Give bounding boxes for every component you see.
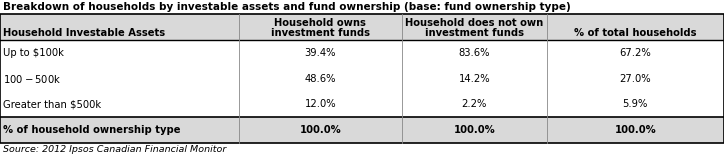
Text: $100 - $500k: $100 - $500k (3, 72, 62, 85)
Bar (0, 40, 724, 66)
Text: 67.2%: 67.2% (620, 48, 651, 58)
Bar (0, 66, 724, 91)
Text: 83.6%: 83.6% (458, 48, 490, 58)
Bar (0, 91, 724, 117)
Text: 2.2%: 2.2% (461, 99, 487, 109)
Text: Greater than $500k: Greater than $500k (3, 99, 101, 109)
Text: 27.0%: 27.0% (620, 74, 651, 84)
Text: Household owns: Household owns (274, 18, 366, 28)
Text: Up to $100k: Up to $100k (3, 48, 64, 58)
Text: % of total households: % of total households (574, 28, 696, 38)
Text: Breakdown of households by investable assets and fund ownership (base: fund owne: Breakdown of households by investable as… (3, 2, 571, 12)
Bar (0, 14, 724, 143)
Bar (0, 14, 724, 40)
Text: investment funds: investment funds (271, 28, 370, 38)
Text: Source: 2012 Ipsos Canadian Financial Monitor: Source: 2012 Ipsos Canadian Financial Mo… (3, 145, 226, 154)
Text: 100.0%: 100.0% (300, 125, 341, 135)
Text: 100.0%: 100.0% (453, 125, 495, 135)
Text: Household does not own: Household does not own (405, 18, 543, 28)
Text: investment funds: investment funds (425, 28, 523, 38)
Text: 39.4%: 39.4% (305, 48, 336, 58)
Bar (0, 117, 724, 143)
Text: 100.0%: 100.0% (615, 125, 656, 135)
Text: 5.9%: 5.9% (623, 99, 648, 109)
Text: 12.0%: 12.0% (305, 99, 336, 109)
Text: % of household ownership type: % of household ownership type (3, 125, 180, 135)
Text: 48.6%: 48.6% (305, 74, 336, 84)
Text: Household Investable Assets: Household Investable Assets (3, 28, 165, 38)
Text: 14.2%: 14.2% (458, 74, 490, 84)
